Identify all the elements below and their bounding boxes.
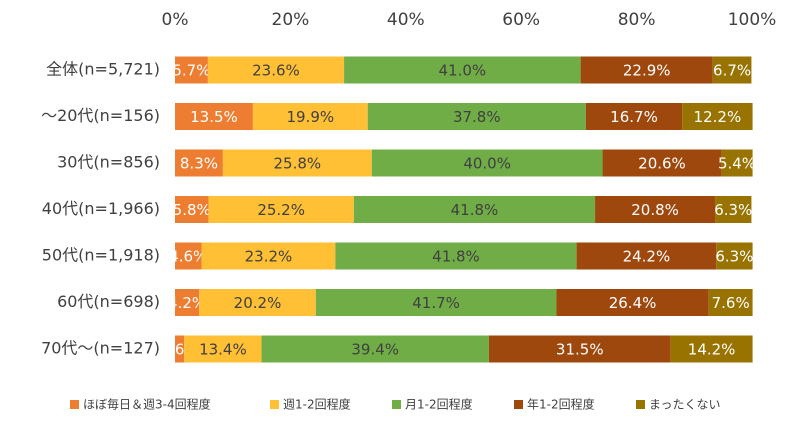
bar-segment [175, 289, 200, 316]
bar-segment [184, 335, 262, 363]
value-label: 23.2% [245, 248, 293, 266]
category-label: ～20代(n=156) [41, 106, 160, 125]
value-label: 23.6% [252, 62, 300, 80]
bar-segment [670, 335, 753, 363]
bar-segment [371, 149, 603, 177]
value-label: 14.2% [688, 341, 736, 359]
category-label: 40代(n=1,966) [42, 199, 160, 218]
bar-segment [585, 103, 683, 130]
value-label: 20.8% [631, 201, 679, 219]
value-label: 41.0% [439, 62, 487, 80]
legend-label: まったくない [649, 398, 721, 412]
value-label: 19.9% [286, 108, 334, 126]
legend-swatch [636, 400, 645, 409]
value-label: 6.3% [715, 248, 753, 266]
x-tick-label: 40% [387, 10, 425, 30]
x-tick-label: 80% [618, 10, 656, 30]
bar-segment [261, 335, 489, 363]
bar-segment [367, 103, 586, 130]
value-label: 13.4% [199, 341, 247, 359]
legend-label: 月1-2回程度 [405, 397, 473, 412]
x-tick-label: 0% [162, 10, 189, 30]
bar-segment [712, 56, 752, 84]
value-label: 25.2% [257, 201, 305, 219]
bar-segment [602, 149, 722, 177]
bar-segment [175, 242, 202, 270]
bar-segment [344, 56, 581, 84]
bar-segment [715, 196, 752, 223]
bar-segment [335, 242, 577, 270]
category-label: 60代(n=698) [57, 292, 160, 311]
bar-segment [175, 149, 223, 177]
legend-swatch [514, 400, 523, 409]
value-label: 41.7% [412, 294, 460, 312]
x-tick-label: 20% [272, 10, 310, 30]
value-label: 40.0% [463, 155, 511, 173]
value-label: 26.4% [609, 294, 657, 312]
bar-segment [175, 103, 253, 130]
bar-segment [315, 289, 557, 316]
value-label: 13.5% [190, 108, 238, 126]
bar-segment [201, 242, 336, 270]
value-label: 5.4% [718, 155, 756, 173]
bar-segment [716, 242, 753, 270]
value-label: 31.5% [556, 341, 604, 359]
value-label: 12.2% [694, 108, 742, 126]
value-label: 4.2% [168, 294, 206, 312]
value-label: 5.8% [173, 201, 211, 219]
value-label: 6.3% [714, 201, 752, 219]
value-label: 37.8% [453, 108, 501, 126]
x-tick-label: 60% [502, 10, 540, 30]
bar-segment [556, 289, 709, 316]
value-label: 5.7% [172, 62, 210, 80]
bar-segment [252, 103, 368, 130]
bar-segment [580, 56, 713, 84]
value-label: 25.8% [273, 155, 321, 173]
bar-segment [595, 196, 716, 223]
value-label: 8.3% [180, 155, 218, 173]
bar-segment [721, 149, 753, 177]
category-label: 50代(n=1,918) [42, 246, 160, 265]
value-label: 41.8% [451, 201, 499, 219]
bar-segment [222, 149, 372, 177]
value-label: 16.7% [610, 108, 658, 126]
value-label: 20.6% [638, 155, 686, 173]
bar-segment [199, 289, 316, 316]
value-label: 6.7% [713, 62, 751, 80]
legend-swatch [270, 400, 279, 409]
value-label: 7.6% [712, 294, 750, 312]
bar-segment [207, 56, 345, 84]
category-label: 30代(n=856) [57, 153, 160, 172]
category-label: 全体(n=5,721) [46, 60, 160, 79]
bar-segment [488, 335, 671, 363]
legend-swatch [70, 400, 79, 409]
bar-segment [353, 196, 596, 223]
bar-segment [576, 242, 717, 270]
value-label: 20.2% [234, 294, 282, 312]
legend-label: 年1-2回程度 [527, 397, 595, 412]
bar-segment [208, 196, 354, 223]
bar-segment [175, 196, 209, 223]
value-label: 22.9% [623, 62, 671, 80]
bar-segment [175, 56, 208, 84]
bar-segment [682, 103, 753, 130]
value-label: 41.8% [432, 248, 480, 266]
legend-swatch [392, 400, 401, 409]
value-label: 39.4% [351, 341, 399, 359]
bar-segment [708, 289, 753, 316]
bar-segment [175, 335, 185, 363]
legend-label: 週1-2回程度 [283, 397, 351, 412]
category-label: 70代～(n=127) [41, 339, 160, 358]
x-tick-label: 100% [728, 10, 777, 30]
legend-label: ほぼ毎日＆週3-4回程度 [83, 397, 211, 412]
value-label: 24.2% [623, 248, 671, 266]
value-label: 4.6% [169, 248, 207, 266]
